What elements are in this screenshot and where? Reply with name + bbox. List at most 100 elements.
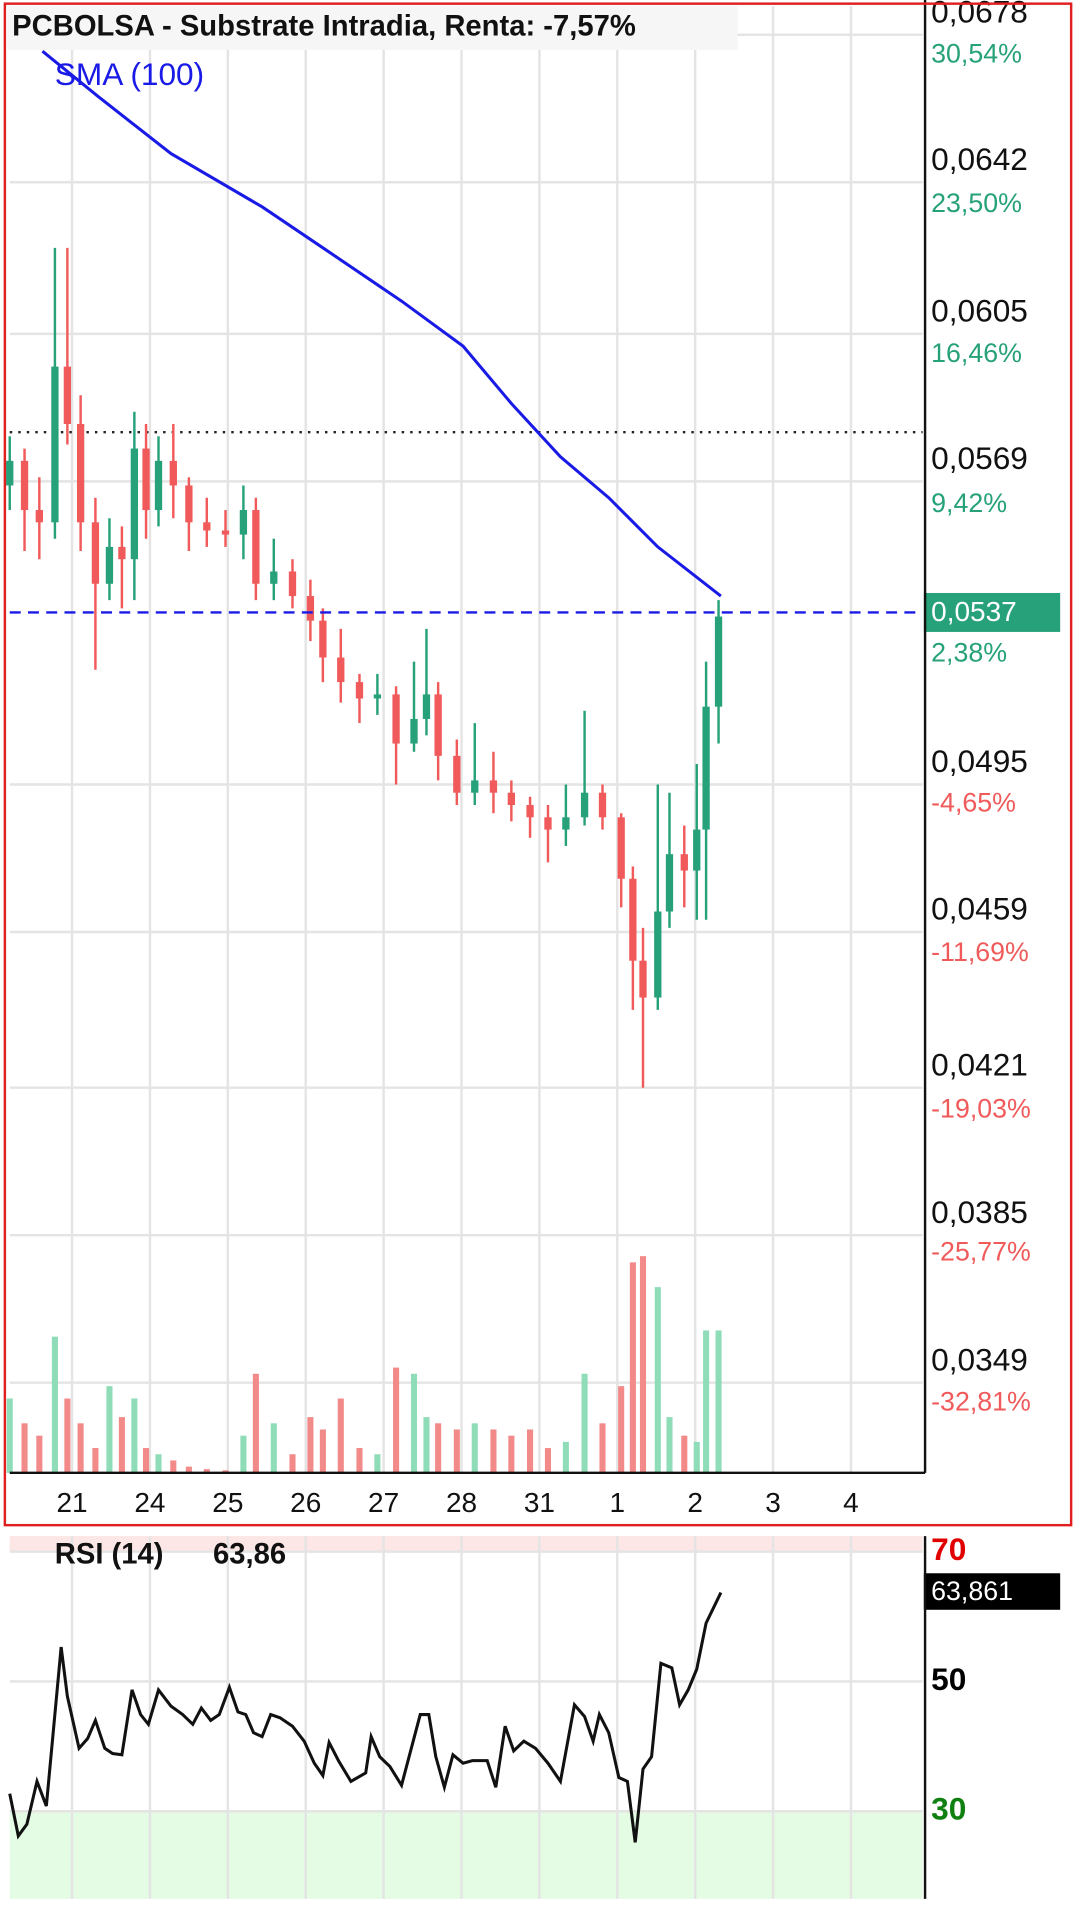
volume-bar (319, 1429, 326, 1473)
volume-bar (185, 1466, 192, 1473)
volume-bar (307, 1417, 314, 1473)
candle-body (453, 755, 461, 793)
volume-bar (240, 1435, 247, 1473)
volume-bar (92, 1448, 99, 1473)
volume-bar (131, 1398, 138, 1473)
candle-body (288, 571, 297, 597)
candle-body (422, 694, 431, 719)
candle-body (489, 780, 498, 793)
y2-tick-label: 16,46% (931, 338, 1022, 368)
candle-body (319, 620, 327, 658)
oversold-zone (9, 1811, 923, 1899)
candle-body (434, 694, 442, 756)
volume-bar (527, 1429, 534, 1473)
candle-body (693, 829, 701, 871)
candle-body (130, 448, 139, 560)
volume-bar (118, 1417, 125, 1473)
candle-body (702, 706, 710, 830)
current-price-box (923, 592, 1061, 632)
candle-body (20, 460, 29, 511)
candle-body (252, 510, 260, 584)
y-tick-label: 0,0495 (931, 743, 1028, 779)
candle-body (665, 854, 674, 912)
volume-bar (270, 1423, 277, 1473)
candle-body (306, 596, 315, 621)
candle-body (105, 546, 114, 584)
candle-body (239, 510, 248, 535)
volume-bar (618, 1386, 625, 1473)
volume-bar (36, 1435, 43, 1473)
volume-bar (562, 1441, 569, 1473)
volume-bar (6, 1398, 13, 1473)
candle-body (639, 960, 647, 998)
volume-bar (654, 1287, 661, 1473)
candle-body (51, 366, 59, 523)
volume-bar (681, 1435, 688, 1473)
candle-body (91, 522, 100, 584)
candle-body (410, 718, 418, 744)
candle-body (471, 780, 479, 793)
candle-body (270, 571, 278, 584)
candle-body (355, 682, 364, 699)
current-change-label: 2,38% (931, 638, 1007, 668)
legend-entry: SMA (100) (55, 56, 204, 92)
y-tick-label: 50 (931, 1661, 966, 1697)
rsi-title: RSI (14) (55, 1538, 164, 1570)
y-tick-label: 0,0678 (931, 0, 1028, 29)
volume-bar (453, 1429, 460, 1473)
x-tick-label: 26 (290, 1487, 321, 1518)
candle-body (185, 485, 193, 523)
volume-bar (77, 1423, 84, 1473)
y2-tick-label: 30,54% (931, 38, 1022, 68)
y-tick-label: 0,0349 (931, 1341, 1028, 1377)
candle-body (76, 423, 85, 523)
x-tick-label: 2 (687, 1487, 703, 1518)
volume-bar (203, 1469, 210, 1473)
volume-bar (490, 1429, 497, 1473)
volume-bar (629, 1262, 636, 1473)
candle-body (580, 792, 589, 818)
candle-body (654, 911, 662, 998)
y2-tick-label: 23,50% (931, 188, 1022, 218)
y2-tick-label: -25,77% (931, 1237, 1031, 1267)
volume-bar (581, 1373, 588, 1473)
x-tick-label: 27 (368, 1487, 399, 1518)
y-tick-label: 0,0421 (931, 1046, 1028, 1082)
candle-body (118, 546, 126, 560)
x-tick-label: 31 (524, 1487, 555, 1518)
x-tick-label: 24 (134, 1487, 165, 1518)
current-price-label: 0,0537 (931, 596, 1017, 627)
volume-bar (508, 1435, 515, 1473)
volume-bar (703, 1330, 710, 1473)
volume-bar (51, 1336, 58, 1473)
volume-bar (374, 1454, 381, 1473)
candle-body (6, 460, 14, 486)
y2-tick-label: -11,69% (931, 937, 1029, 967)
volume-bar (410, 1373, 418, 1473)
y-tick-label: 70 (931, 1531, 966, 1567)
y-tick-label: 0,0605 (931, 293, 1028, 329)
candle-body (598, 792, 607, 818)
candle-body (203, 522, 211, 531)
candle-body (221, 530, 230, 535)
title-background (7, 6, 738, 50)
volume-bar (252, 1373, 259, 1473)
volume-bar (337, 1398, 344, 1473)
volume-bar (106, 1386, 113, 1473)
candle-body (337, 657, 345, 683)
candle-body (142, 448, 150, 511)
rsi-value-box-label: 63,861 (931, 1576, 1013, 1606)
y2-tick-label: -32,81% (931, 1387, 1031, 1417)
x-tick-label: 21 (56, 1487, 87, 1518)
candle-body (392, 694, 400, 744)
candle-body (526, 805, 534, 818)
candle-body (714, 616, 723, 707)
x-tick-label: 4 (843, 1487, 859, 1518)
volume-bar (170, 1460, 177, 1473)
volume-bar (715, 1330, 722, 1473)
rsi-value-box (923, 1573, 1061, 1610)
volume-bar (222, 1470, 229, 1473)
volume-bar (21, 1423, 28, 1473)
